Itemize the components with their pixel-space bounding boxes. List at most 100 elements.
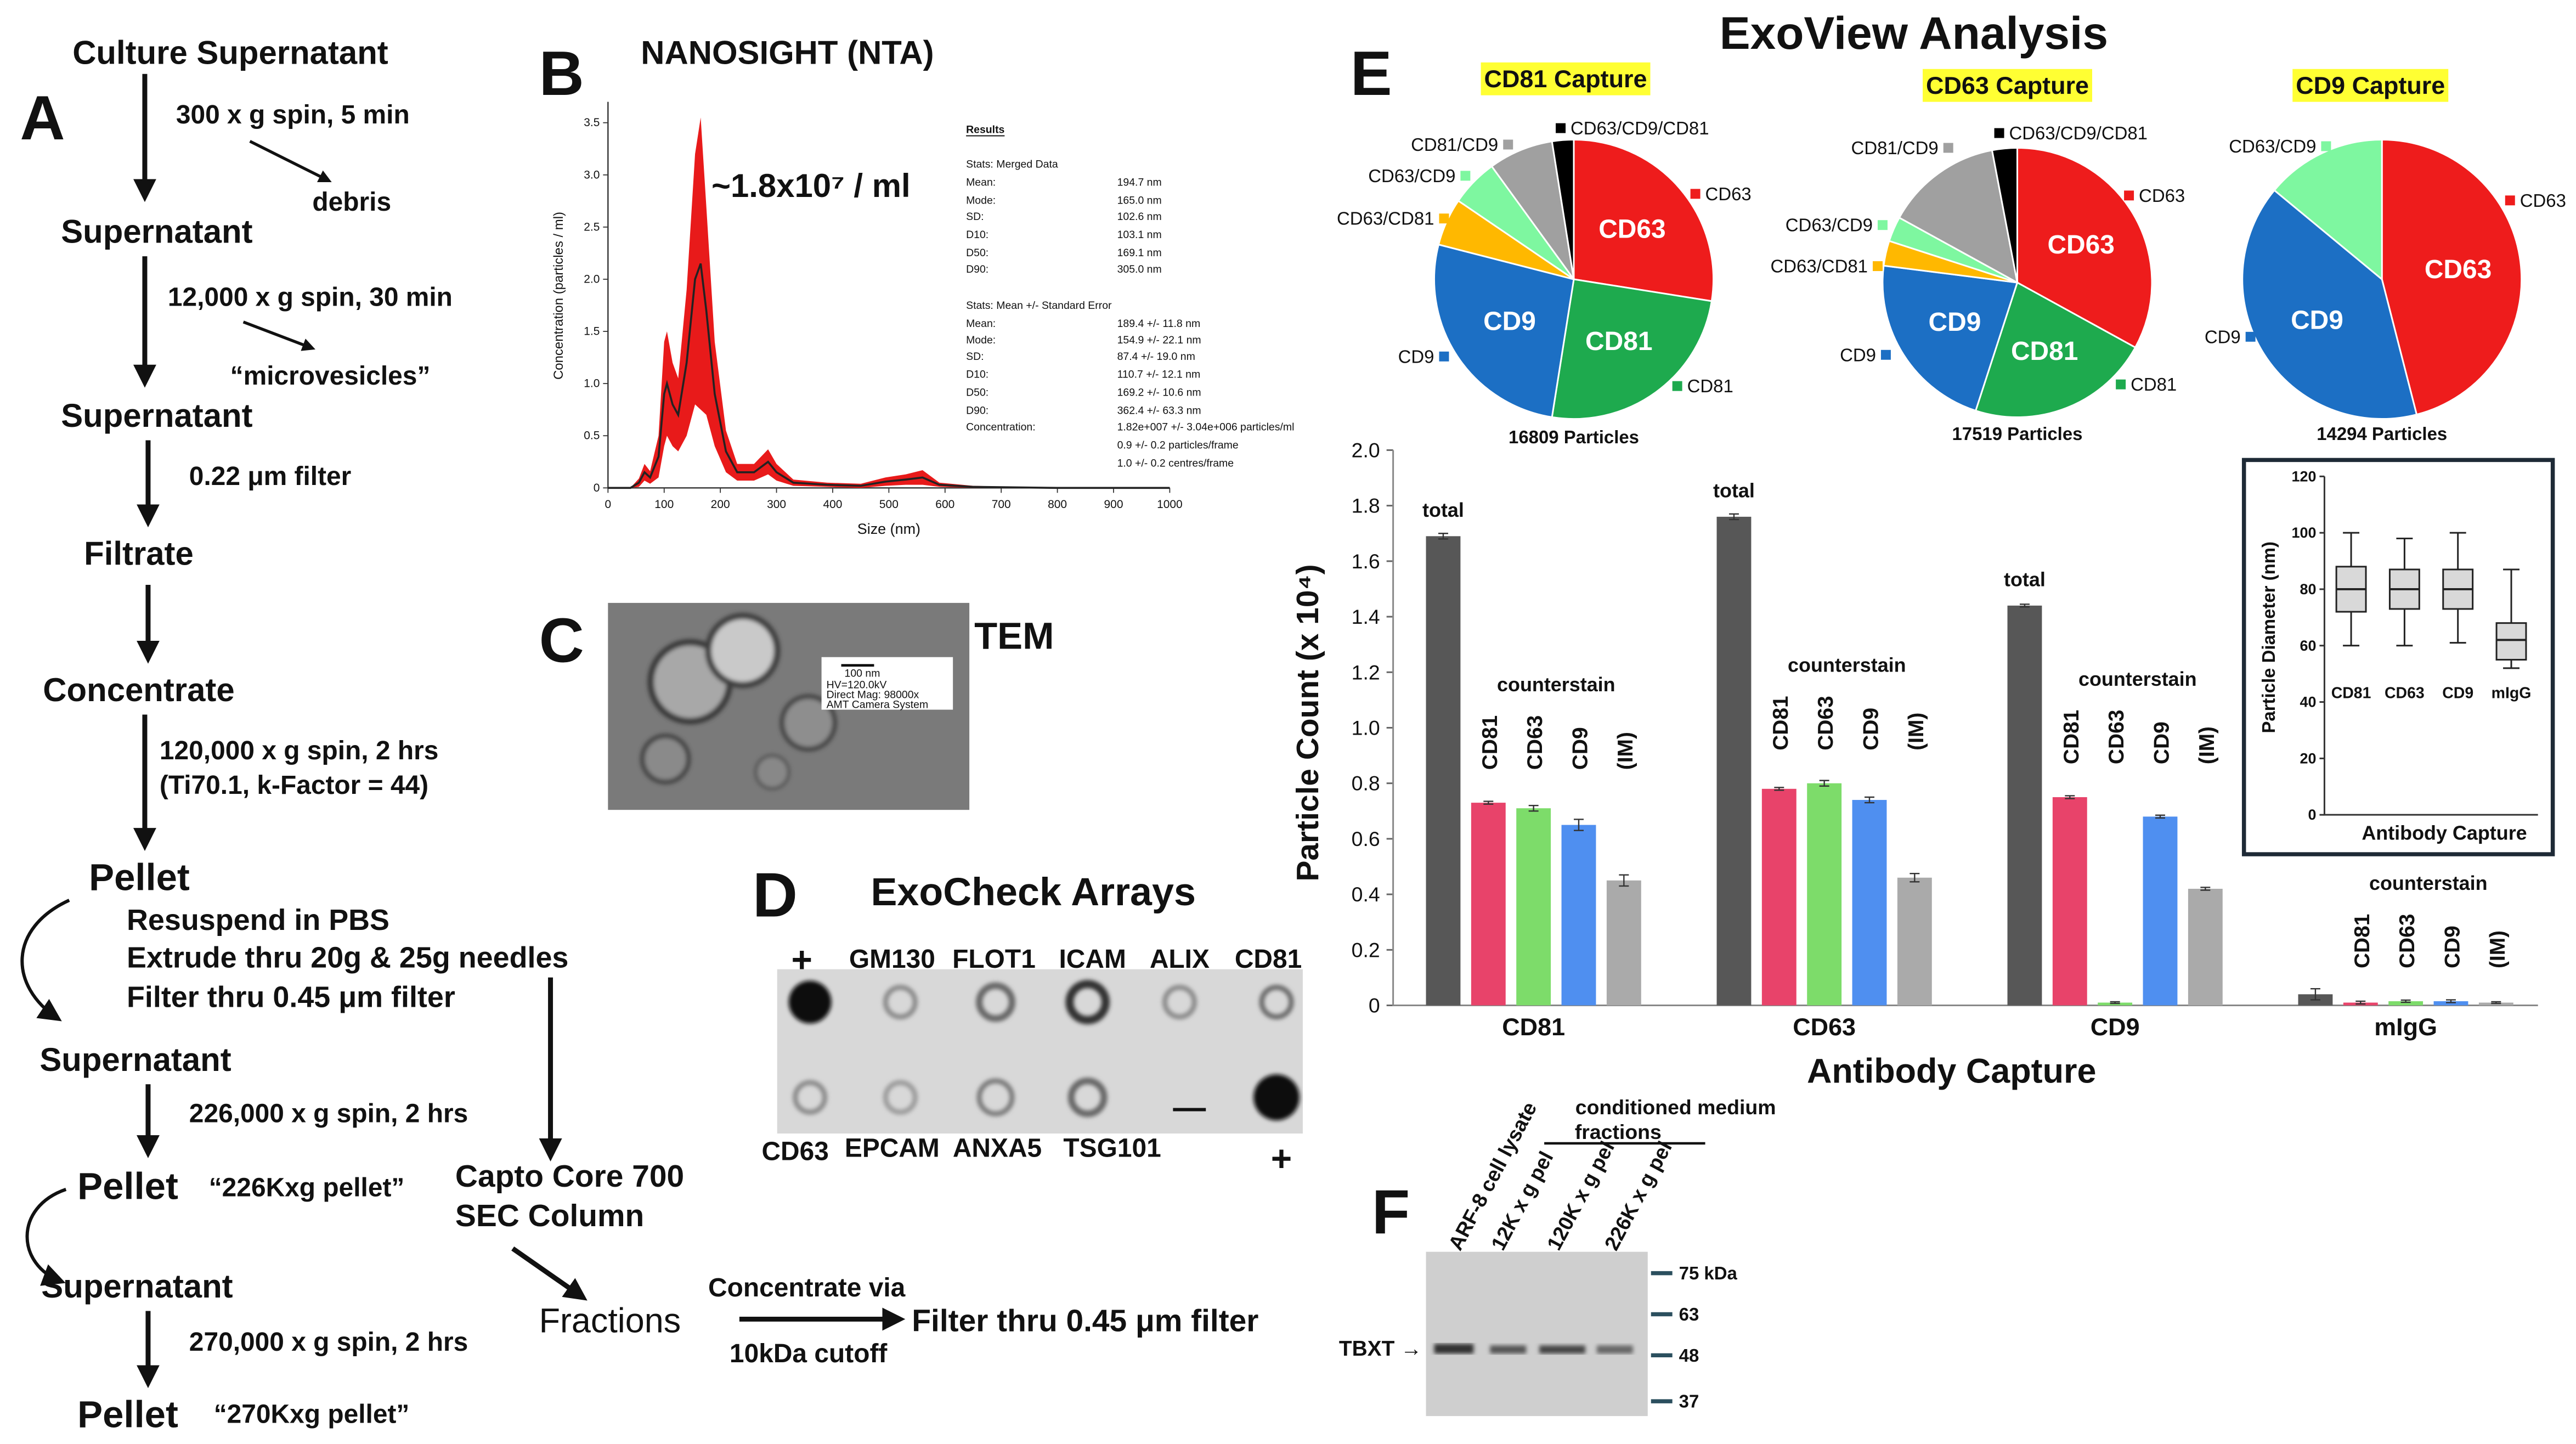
result-value: 189.4 +/- 11.8 nm — [1117, 318, 1201, 330]
panel-b: B NANOSIGHT (NTA) ~1.8x10⁷ / ml Size (nm… — [539, 34, 1295, 537]
step: Filter thru 0.45 μm filter — [127, 981, 455, 1014]
stain-label: CD63 — [2105, 710, 2128, 764]
particle-count: 14294 Particles — [2317, 424, 2447, 444]
total-label: total — [1713, 479, 1755, 501]
y-tick-label: 1.6 — [1352, 550, 1380, 573]
title-highlight — [2292, 69, 2449, 102]
step: “270Kxg pellet” — [214, 1400, 410, 1429]
y-tick-label: 3.0 — [584, 168, 600, 181]
step: 226,000 x g spin, 2 hrs — [189, 1099, 468, 1129]
label-key — [2124, 190, 2134, 201]
result-key: Mean: — [966, 318, 996, 330]
result-key: D10: — [966, 229, 988, 241]
label-key — [1877, 220, 1888, 230]
step: 12,000 x g spin, 30 min — [168, 283, 453, 312]
pie-title: CD9 Capture — [2296, 71, 2445, 99]
error-bar — [2355, 1000, 2366, 1005]
box — [2495, 622, 2527, 661]
bands — [1434, 1344, 1633, 1354]
step: Supernatant — [39, 1041, 231, 1078]
stain-label: CD63 — [1814, 696, 1838, 750]
marker-label: 48 — [1679, 1345, 1699, 1366]
panel-f: F ARF-8 cell lysate 12K x g pel 120K x g… — [1339, 1096, 1776, 1417]
y-tick-label: 0 — [594, 482, 600, 494]
marker-label: 63 — [1679, 1304, 1699, 1324]
marker-label: 75 kDa — [1679, 1263, 1738, 1283]
y-tick-label: 0.4 — [1352, 883, 1380, 906]
error-bar — [2155, 814, 2165, 819]
stain-label: CD81 — [2060, 710, 2083, 764]
y-tick-label: 2.5 — [584, 221, 600, 233]
slice-label: CD63 — [1705, 184, 1752, 204]
panel-label: C — [539, 606, 584, 675]
stain-label: CD63 — [1523, 715, 1547, 770]
bar — [1807, 783, 1842, 1006]
array-label: + — [791, 939, 812, 980]
y-axis-label: Particle Count (x 10⁴) — [1290, 564, 1325, 881]
blot — [777, 969, 1303, 1134]
group-label: fractions — [1575, 1120, 1662, 1143]
error-bar — [1728, 513, 1739, 521]
bar — [1606, 880, 1641, 1006]
result-value: 102.6 nm — [1117, 211, 1162, 223]
stain-label: CD9 — [1568, 727, 1592, 770]
marker-label: 37 — [1679, 1391, 1699, 1412]
stain-label: CD9 — [1859, 708, 1883, 751]
bar — [1716, 516, 1752, 1006]
result-value: 1.82e+007 +/- 3.04e+006 particles/ml — [1117, 421, 1295, 433]
scale-info: HV=120.0kV — [827, 679, 887, 691]
step: Concentrate via — [708, 1273, 906, 1302]
array-label: EPCAM — [845, 1134, 940, 1163]
slice-label: CD81/CD9 — [1851, 138, 1939, 158]
step: 120,000 x g spin, 2 hrs — [160, 736, 438, 765]
slice-label: CD63/CD9 — [1786, 215, 1873, 235]
stain-label: CD9 — [2441, 926, 2464, 968]
slice-label: CD63/CD9/CD81 — [2009, 123, 2148, 143]
total-label: total — [2004, 568, 2046, 590]
result-text: Stats: Merged Data — [966, 158, 1058, 170]
panel-title: NANOSIGHT (NTA) — [641, 34, 934, 71]
slice-label: CD63/CD9 — [2229, 136, 2316, 156]
y-tick-label: 0.6 — [1352, 827, 1380, 850]
x-tick-label: 200 — [711, 498, 730, 511]
counterstain-label: counterstain — [1497, 673, 1615, 696]
x-tick-label: CD9 — [2091, 1013, 2140, 1041]
error-bar — [2310, 988, 2320, 1001]
error-bar — [2200, 887, 2211, 891]
array-label: ICAM — [1059, 945, 1126, 974]
x-tick-label: 1000 — [1157, 498, 1183, 511]
stain-label: CD81 — [1769, 696, 1793, 750]
pie-slice — [1551, 139, 1575, 280]
panel-label: B — [539, 39, 584, 109]
bar — [2388, 1001, 2424, 1006]
slice-inner-label: CD9 — [1483, 307, 1536, 336]
label-key — [1439, 351, 1449, 362]
stain-label: CD63 — [2396, 914, 2419, 968]
array-label: + — [1271, 1138, 1292, 1178]
slice-inner-label: CD63 — [1598, 215, 1665, 244]
step: 270,000 x g spin, 2 hrs — [189, 1328, 468, 1357]
error-bar — [1438, 533, 1448, 540]
x-axis-label: Size (nm) — [857, 521, 920, 537]
step: Pellet — [89, 856, 190, 898]
y-tick-label: 2.0 — [584, 273, 600, 285]
result-key: Mode: — [966, 334, 996, 346]
slice-inner-label: CD63 — [2047, 230, 2114, 260]
x-tick-label: mIgG — [2492, 685, 2532, 702]
y-tick-label: 120 — [2291, 468, 2316, 484]
panel-title: ExoCheck Arrays — [871, 870, 1196, 914]
result-value: 154.9 +/- 22.1 nm — [1117, 334, 1201, 346]
bar — [1561, 825, 1596, 1006]
step: Capto Core 700 — [455, 1159, 684, 1194]
result-key: SD: — [966, 211, 984, 223]
result-value: 87.4 +/- 19.0 nm — [1117, 351, 1195, 363]
axes — [2323, 476, 2538, 816]
panel-e: E ExoView Analysis CD81 Capture 16809 Par… — [1290, 7, 2566, 1090]
y-tick-label: 20 — [2300, 750, 2316, 766]
error-bar — [1528, 804, 1539, 812]
error-bar — [1865, 796, 1874, 804]
y-tick-label: 40 — [2300, 694, 2316, 710]
step: Supernatant — [41, 1268, 233, 1305]
bar — [1471, 803, 1506, 1006]
error-bar — [2110, 1001, 2120, 1005]
